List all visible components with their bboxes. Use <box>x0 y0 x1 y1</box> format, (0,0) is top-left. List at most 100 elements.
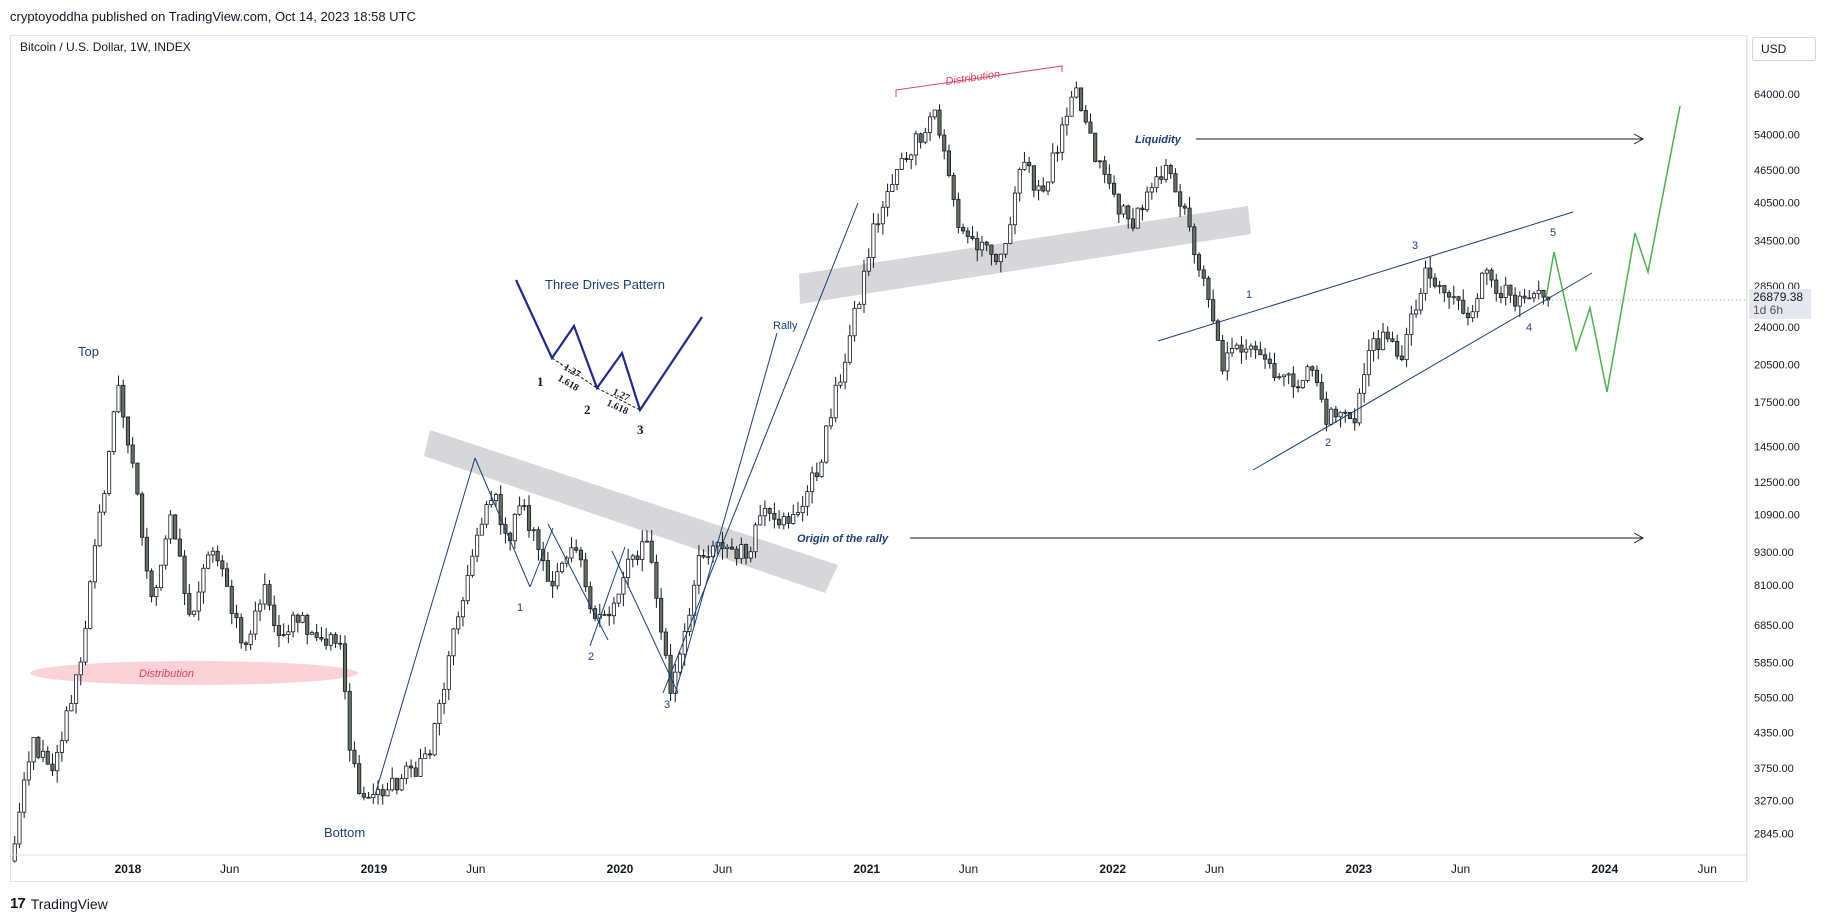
candle <box>1272 352 1277 382</box>
candle <box>423 746 428 759</box>
candle <box>805 485 810 516</box>
candle <box>1314 365 1320 387</box>
candle <box>1522 288 1527 304</box>
candle <box>904 151 909 163</box>
candle <box>555 562 560 590</box>
candle <box>111 410 116 455</box>
candle <box>220 555 225 577</box>
candle <box>1069 91 1074 117</box>
candle <box>432 722 437 757</box>
resistance-zone-2021 <box>799 206 1251 304</box>
candle <box>1267 352 1272 369</box>
candle <box>630 553 635 568</box>
candle <box>276 614 281 648</box>
candle <box>729 538 734 550</box>
candle <box>1319 373 1324 403</box>
candle <box>59 731 64 762</box>
label-distribution-low: Distribution <box>139 668 194 680</box>
candle <box>1296 379 1301 393</box>
candle <box>1060 117 1065 161</box>
time-axis[interactable]: 2018 Jun 2019 Jun 2020 Jun 2021 Jun 2022 Jun 2023 J… <box>115 862 1717 876</box>
candle <box>248 630 253 651</box>
candle <box>1541 289 1546 305</box>
candle <box>55 745 60 783</box>
candle <box>1149 182 1154 200</box>
candle <box>125 416 131 454</box>
candle <box>1447 290 1452 309</box>
candle <box>154 584 159 606</box>
candle <box>295 613 300 633</box>
candle <box>861 259 867 313</box>
candle <box>1333 405 1338 423</box>
candle <box>107 450 112 496</box>
candle <box>399 774 404 792</box>
candle <box>446 650 451 700</box>
currency-button[interactable]: USD <box>1752 37 1816 61</box>
candle <box>522 498 527 511</box>
candle <box>1126 204 1131 229</box>
candle <box>970 226 975 241</box>
candle <box>1178 184 1183 218</box>
time-tick-label: 2018 <box>115 862 142 876</box>
candle <box>1220 335 1225 375</box>
candle <box>1461 289 1466 315</box>
time-tick-label: Jun <box>1698 862 1717 876</box>
candle <box>1498 286 1504 304</box>
candle <box>309 630 315 635</box>
candle <box>1277 373 1282 380</box>
annotation-texts: Top Bottom Distribution Distribution Ral… <box>78 68 1556 840</box>
candle <box>1003 243 1008 259</box>
candle <box>894 169 900 191</box>
candle <box>781 512 786 530</box>
time-tick-label: 2024 <box>1591 862 1618 876</box>
price-axis[interactable]: 64000.00 54000.00 46500.00 40500.00 34500.00… <box>1754 89 1800 841</box>
candle <box>1489 267 1494 288</box>
candle <box>442 682 447 715</box>
candle <box>253 601 258 640</box>
time-tick-label: 2022 <box>1099 862 1126 876</box>
candle <box>1395 334 1400 360</box>
candle <box>17 802 22 849</box>
candle <box>1437 280 1442 294</box>
zigzag-2019-e <box>611 550 679 694</box>
candle <box>1173 168 1178 193</box>
time-tick-label: 2021 <box>853 862 880 876</box>
candle <box>833 376 838 423</box>
tradingview-logo[interactable]: 17 TradingView <box>10 895 108 912</box>
candle <box>1366 339 1371 387</box>
candle <box>885 183 890 217</box>
candle <box>1536 280 1541 300</box>
label-rally: Rally <box>773 320 798 332</box>
publisher-line: cryptoyoddha published on TradingView.co… <box>10 9 416 24</box>
wedge-wave-5: 5 <box>1550 227 1556 239</box>
candle <box>725 544 730 558</box>
candle <box>1362 363 1367 403</box>
candle <box>1239 336 1244 364</box>
candle <box>852 300 857 342</box>
candle <box>210 547 215 563</box>
zones-layer <box>30 206 1251 685</box>
candle <box>116 375 121 414</box>
candle <box>324 627 329 650</box>
candle <box>1451 285 1456 305</box>
candle <box>1036 180 1041 201</box>
label-top: Top <box>78 344 99 359</box>
candle <box>36 735 41 760</box>
candle <box>541 541 546 571</box>
candle <box>1045 181 1051 196</box>
candle <box>1102 155 1107 184</box>
candle <box>74 674 79 714</box>
candle <box>1465 306 1470 326</box>
candle <box>1291 366 1296 398</box>
candle <box>338 634 343 650</box>
candle <box>1012 186 1018 235</box>
candle <box>319 626 324 642</box>
bar-countdown: 1d 6h <box>1753 303 1784 317</box>
candle <box>668 644 673 702</box>
candle <box>92 538 97 589</box>
candle <box>1281 374 1286 387</box>
candle <box>1022 151 1027 171</box>
overlay-layer <box>374 65 1681 796</box>
price-tick-label: 5050.00 <box>1754 692 1794 704</box>
